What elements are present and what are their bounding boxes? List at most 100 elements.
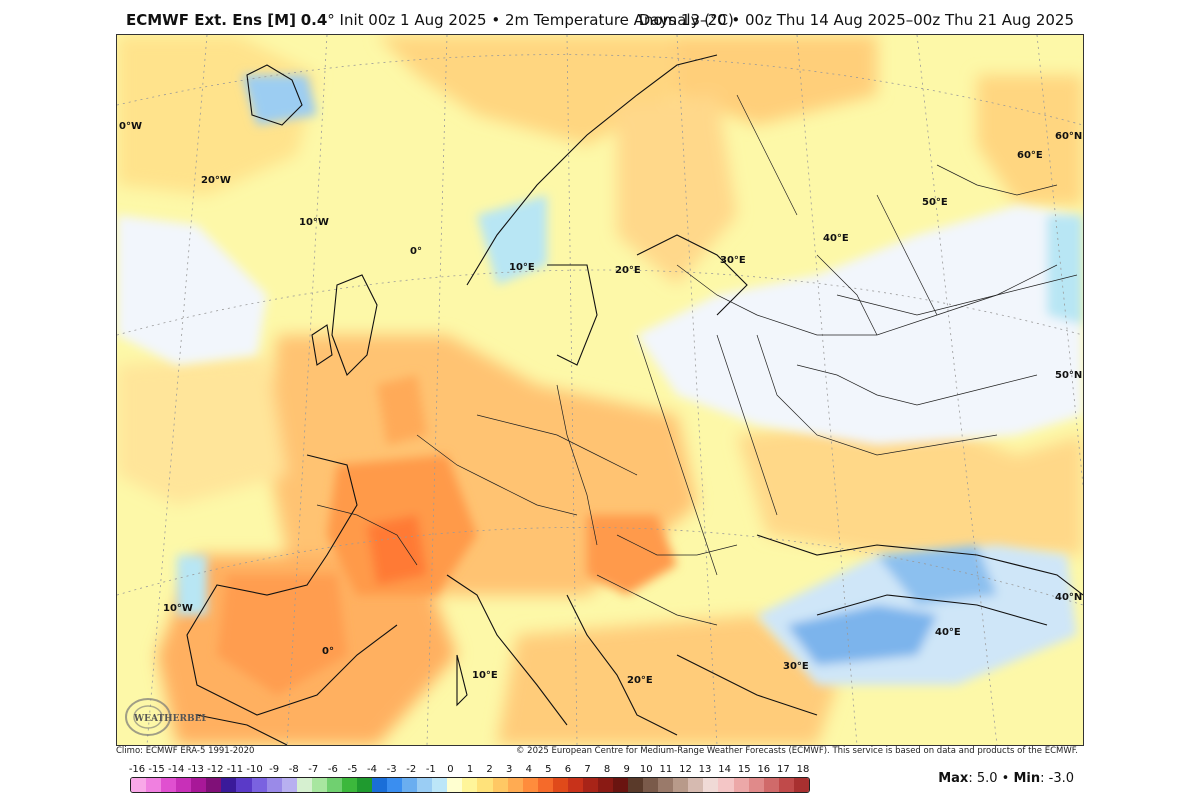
colorbar-swatch xyxy=(341,778,357,792)
anomaly-map-svg: 0°W 20°W 10°W 0° 10°E 20°E 30°E 40°E 50°… xyxy=(117,35,1083,745)
colorbar-swatch xyxy=(597,778,613,792)
colorbar-swatch xyxy=(131,778,147,792)
colorbar-swatch xyxy=(221,778,237,792)
colorbar-tick-label: 6 xyxy=(564,764,572,775)
model-resolution: 0.4 xyxy=(300,11,328,29)
lon-label: 60°E xyxy=(1017,150,1043,161)
colorbar-labels: -16 -15 -14 -13 -12 -11 -10 -9 -8 -7 -6 -5 -4 -3 -2 -1 0… xyxy=(128,764,810,777)
colorbar-swatch xyxy=(507,778,523,792)
climo-note: Climo: ECMWF ERA-5 1991-2020 xyxy=(116,746,255,756)
colorbar-swatch xyxy=(492,778,508,792)
colorbar-tick-label: -4 xyxy=(367,764,378,775)
colorbar-tick-label: 16 xyxy=(757,764,771,775)
latitude-labels: 60°N 50°N 40°N xyxy=(1055,131,1082,603)
colorbar-tick-label: -13 xyxy=(187,764,204,775)
colorbar-swatch xyxy=(146,778,162,792)
colorbar-swatch xyxy=(733,778,749,792)
colorbar-tick-label: 1 xyxy=(466,764,474,775)
colorbar-swatch xyxy=(552,778,568,792)
colorbar-swatch xyxy=(206,778,222,792)
colorbar-tick-label: 18 xyxy=(796,764,810,775)
colorbar-tick-label: -16 xyxy=(128,764,146,775)
map[interactable]: 0°W 20°W 10°W 0° 10°E 20°E 30°E 40°E 50°… xyxy=(116,34,1084,746)
colorbar-swatch xyxy=(161,778,177,792)
colorbar-tick-label: 14 xyxy=(718,764,732,775)
lon-label: 30°E xyxy=(783,661,809,672)
colorbar-swatch xyxy=(628,778,644,792)
graticule xyxy=(117,35,1083,745)
colorbar-swatch xyxy=(748,778,764,792)
colorbar-tick-label: -8 xyxy=(288,764,299,775)
colorbar-tick-label: -2 xyxy=(406,764,417,775)
lon-label: 0°W xyxy=(119,121,142,132)
colorbar-tick-label: -6 xyxy=(327,764,338,775)
colorbar: -16 -15 -14 -13 -12 -11 -10 -9 -8 -7 -6 -5 -4 -3 -2 -1 0… xyxy=(128,764,810,793)
lon-label: 40°E xyxy=(935,627,961,638)
colorbar-swatch xyxy=(462,778,478,792)
lat-label: 60°N xyxy=(1055,131,1082,142)
max-min-stats: Max: 5.0 • Min: -3.0 xyxy=(938,771,1074,786)
lat-label: 50°N xyxy=(1055,370,1082,381)
colorbar-swatch xyxy=(447,778,463,792)
cool-anomaly-fields xyxy=(117,75,1083,685)
colorbar-swatch xyxy=(432,778,448,792)
max-value: : 5.0 • xyxy=(968,771,1014,786)
lon-label: 0° xyxy=(322,646,334,657)
colorbar-tick-label: 15 xyxy=(737,764,751,775)
lon-label: 0° xyxy=(410,246,422,257)
colorbar-tick-label: -11 xyxy=(226,764,244,775)
colorbar-swatch xyxy=(251,778,267,792)
chart-title: ECMWF Ext. Ens [M] 0.4° Init 00z 1 Aug 2… xyxy=(126,11,734,29)
colorbar-swatch xyxy=(567,778,583,792)
colorbar-tick-label: -1 xyxy=(425,764,436,775)
colorbar-tick-label: 13 xyxy=(698,764,712,775)
colorbar-tick-label: 0 xyxy=(447,764,454,775)
model-name: ECMWF Ext. Ens [M] xyxy=(126,11,296,29)
colorbar-tick-label: 9 xyxy=(623,764,630,775)
colorbar-swatch xyxy=(266,778,282,792)
colorbar-tick-label: 4 xyxy=(525,764,532,775)
coastlines xyxy=(186,54,1083,745)
init-info: Init 00z 1 Aug 2025 • 2m Temperature Ano… xyxy=(334,11,734,29)
lon-label: 20°E xyxy=(615,265,641,276)
lon-label: 10°W xyxy=(163,603,193,614)
colorbar-swatch xyxy=(326,778,342,792)
colorbar-swatch xyxy=(191,778,207,792)
colorbar-swatch xyxy=(658,778,674,792)
colorbar-swatch xyxy=(643,778,659,792)
hot-anomaly-cores xyxy=(217,375,677,695)
colorbar-tick-label: 10 xyxy=(639,764,653,775)
lon-label: 20°W xyxy=(201,175,231,186)
colorbar-tick-label: -12 xyxy=(207,764,224,775)
colorbar-swatch xyxy=(582,778,598,792)
colorbar-tick-label: 7 xyxy=(584,764,591,775)
lon-label: 50°E xyxy=(922,197,948,208)
colorbar-swatch xyxy=(372,778,388,792)
weatherbell-logo: WEATHERBELL xyxy=(122,696,215,738)
colorbar-tick-label: -7 xyxy=(308,764,319,775)
lon-label: 10°E xyxy=(472,670,498,681)
valid-period: Days 13–20 • 00z Thu 14 Aug 2025–00z Thu… xyxy=(638,11,1074,29)
colorbar-tick-label: -5 xyxy=(347,764,358,775)
colorbar-swatch xyxy=(763,778,779,792)
colorbar-tick-label: 17 xyxy=(777,764,790,775)
lon-label: 30°E xyxy=(720,255,746,266)
colorbar-swatch xyxy=(356,778,372,792)
colorbar-tick-label: 5 xyxy=(545,764,552,775)
colorbar-tick-label: 8 xyxy=(603,764,611,775)
colorbar-tick-label: -3 xyxy=(386,764,397,775)
logo-text: WEATHERBELL xyxy=(133,714,206,724)
degree-symbol: ° xyxy=(327,11,335,29)
colorbar-swatch xyxy=(176,778,192,792)
colorbar-swatch xyxy=(688,778,704,792)
colorbar-tick-label: -14 xyxy=(168,764,185,775)
colorbar-swatch xyxy=(311,778,327,792)
colorbar-swatch xyxy=(537,778,553,792)
colorbar-swatch xyxy=(236,778,252,792)
colorbar-tick-label: 2 xyxy=(486,764,493,775)
lon-label: 40°E xyxy=(823,233,849,244)
colorbar-swatch xyxy=(477,778,493,792)
colorbar-swatch xyxy=(402,778,418,792)
longitude-labels: 0°W 20°W 10°W 0° 10°E 20°E 30°E 40°E 50°… xyxy=(119,121,1043,686)
colorbar-tick-label: -15 xyxy=(148,764,165,775)
